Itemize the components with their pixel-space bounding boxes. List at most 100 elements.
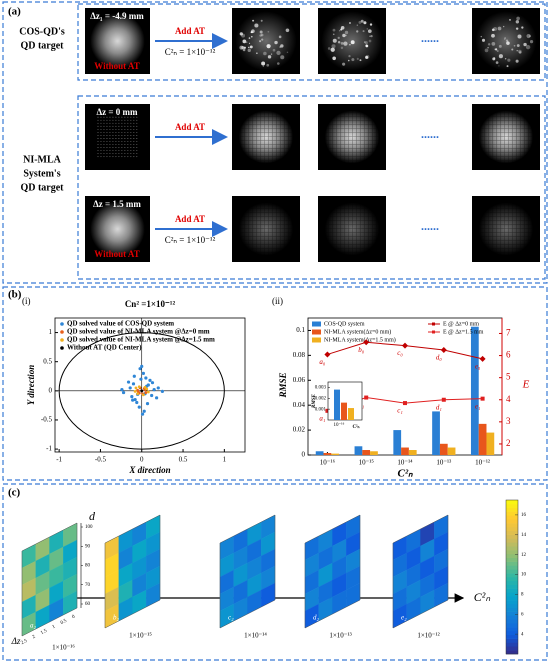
without-label: Without AT [94, 61, 139, 71]
speckle [340, 46, 344, 50]
scatter-point [121, 390, 126, 395]
speckle [513, 44, 516, 47]
d-tick-label: 90 [85, 544, 91, 549]
dot [106, 119, 108, 121]
dot [118, 125, 120, 127]
dot [115, 147, 117, 148]
dot [115, 119, 117, 121]
dot [124, 141, 126, 142]
speckle [506, 65, 509, 68]
dot [103, 131, 105, 133]
scatter-point [128, 386, 132, 390]
dot [112, 138, 114, 139]
dz-label: Δz = 0 mm [96, 107, 138, 117]
point-label: d₀ [436, 354, 443, 362]
image-glow [475, 11, 537, 71]
dot [112, 122, 114, 124]
legend-label: QD solved value of COS-QD system [67, 320, 174, 328]
colorbar-step [506, 638, 518, 643]
speckle [245, 41, 248, 43]
image-grid [238, 110, 294, 164]
inset-category: 10⁻¹⁶ [334, 422, 345, 428]
bar [478, 423, 487, 455]
dot [97, 141, 99, 142]
dot [127, 122, 129, 124]
colorbar-step [506, 573, 518, 578]
dot [133, 144, 135, 145]
dot [103, 150, 105, 151]
x-tick-label: -1 [56, 456, 62, 464]
line-marker [440, 347, 447, 354]
speckle [484, 48, 489, 53]
panel-a-frame [2, 1, 548, 284]
scatter-point [142, 409, 146, 413]
bar [447, 447, 456, 455]
dot [118, 128, 120, 130]
speckle [365, 55, 369, 59]
colorbar-step [506, 523, 518, 528]
dz-tick-label: 1.5 [40, 629, 48, 637]
speckle [495, 48, 498, 51]
dot [121, 150, 123, 151]
colorbar-step [506, 619, 518, 624]
y2-axis-label: E [522, 379, 530, 391]
dot [109, 144, 111, 145]
dot [124, 131, 126, 133]
legend-label: E @ Δz=0 mm [443, 321, 479, 327]
speckle [272, 48, 276, 52]
speckle [267, 30, 270, 33]
dot [121, 116, 123, 118]
dot [112, 144, 114, 145]
dot [112, 119, 114, 121]
dot [118, 147, 120, 148]
speckle [517, 34, 522, 39]
heatmap-frame [304, 514, 361, 629]
line-marker [364, 395, 369, 400]
dot [109, 147, 111, 148]
colorbar-step [506, 519, 518, 524]
speckle [511, 48, 514, 51]
dot [121, 125, 123, 127]
speckle [491, 33, 495, 38]
map-label: 1×10⁻¹⁶ [52, 644, 75, 652]
scatter-point [136, 388, 140, 392]
image-grid [238, 202, 294, 256]
image-grid [324, 202, 380, 256]
dz-axis-label: Δz [11, 636, 21, 646]
y2-tick-label: 3 [506, 416, 511, 426]
dot [103, 147, 105, 148]
x-tick-label: 1 [223, 456, 227, 464]
dot [136, 122, 138, 124]
group-label: System's [23, 168, 60, 179]
colorbar-label: 14 [521, 533, 527, 538]
dot [106, 131, 108, 133]
dot [103, 128, 105, 130]
x-tick-label: 10⁻¹² [475, 459, 490, 467]
speckle [267, 55, 272, 59]
dot [115, 138, 117, 139]
inset-x-label: C²ₙ [352, 424, 359, 430]
panel-b-frame [2, 286, 548, 481]
dot [130, 128, 132, 130]
scatter-point [155, 396, 159, 400]
speckle [327, 47, 331, 50]
group-label: QD target [20, 40, 64, 51]
dot [106, 147, 108, 148]
speckle [360, 19, 364, 23]
dot [106, 153, 108, 155]
dot [130, 144, 132, 145]
speckle [277, 62, 280, 65]
y-tick-label: 0 [302, 451, 306, 459]
x-tick-label: -0.5 [95, 456, 107, 464]
dot [121, 144, 123, 145]
bar [393, 430, 402, 455]
y-tick-label: 0 [49, 386, 53, 394]
image-grid [478, 110, 534, 164]
dot [115, 153, 117, 155]
speckle [523, 42, 527, 47]
dot [127, 119, 129, 121]
dot [133, 138, 135, 139]
line-marker [441, 397, 446, 402]
dot [100, 153, 102, 155]
bar [432, 411, 440, 455]
